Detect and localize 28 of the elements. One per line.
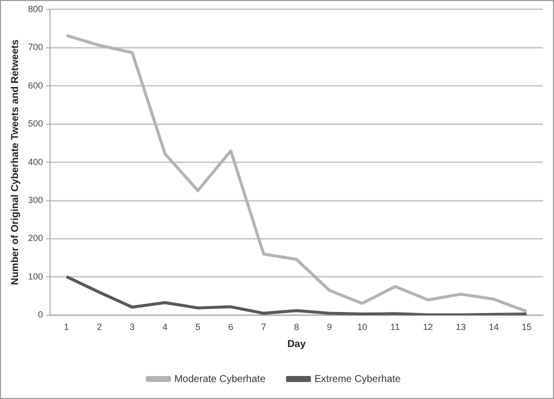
x-tick-label: 10 <box>357 322 368 332</box>
y-tick-label: 100 <box>28 271 44 282</box>
y-axis-title: Number of Original Cyberhate Tweets and Retweets <box>10 39 21 286</box>
x-tick-label: 15 <box>522 322 532 332</box>
x-tick-label: 4 <box>162 322 168 332</box>
x-tick-label: 5 <box>195 322 200 332</box>
x-tick-label: 7 <box>261 322 266 332</box>
y-tick-label: 500 <box>28 118 44 129</box>
x-tick-label: 2 <box>96 322 102 332</box>
legend-label: Extreme Cyberhate <box>314 374 402 385</box>
y-tick-label: 600 <box>28 80 44 90</box>
x-axis-title: Day <box>287 338 306 350</box>
y-tick-label: 400 <box>28 156 44 167</box>
y-tick-label: 200 <box>28 233 44 244</box>
y-tick-label: 700 <box>28 42 44 52</box>
x-tick-label: 14 <box>488 322 499 332</box>
x-tick-label: 6 <box>228 322 234 332</box>
x-tick-label: 3 <box>130 322 135 332</box>
y-tick-label: 0 <box>38 310 44 320</box>
x-tick-label: 12 <box>422 322 433 332</box>
x-tick-label: 1 <box>64 322 69 332</box>
y-tick-label: 800 <box>28 4 44 14</box>
x-tick-label: 8 <box>294 322 300 332</box>
x-tick-label: 9 <box>326 322 332 332</box>
legend-label: Moderate Cyberhate <box>174 374 266 385</box>
x-tick-label: 11 <box>390 322 400 332</box>
x-tick-label: 13 <box>456 322 466 332</box>
y-tick-label: 300 <box>28 195 44 206</box>
